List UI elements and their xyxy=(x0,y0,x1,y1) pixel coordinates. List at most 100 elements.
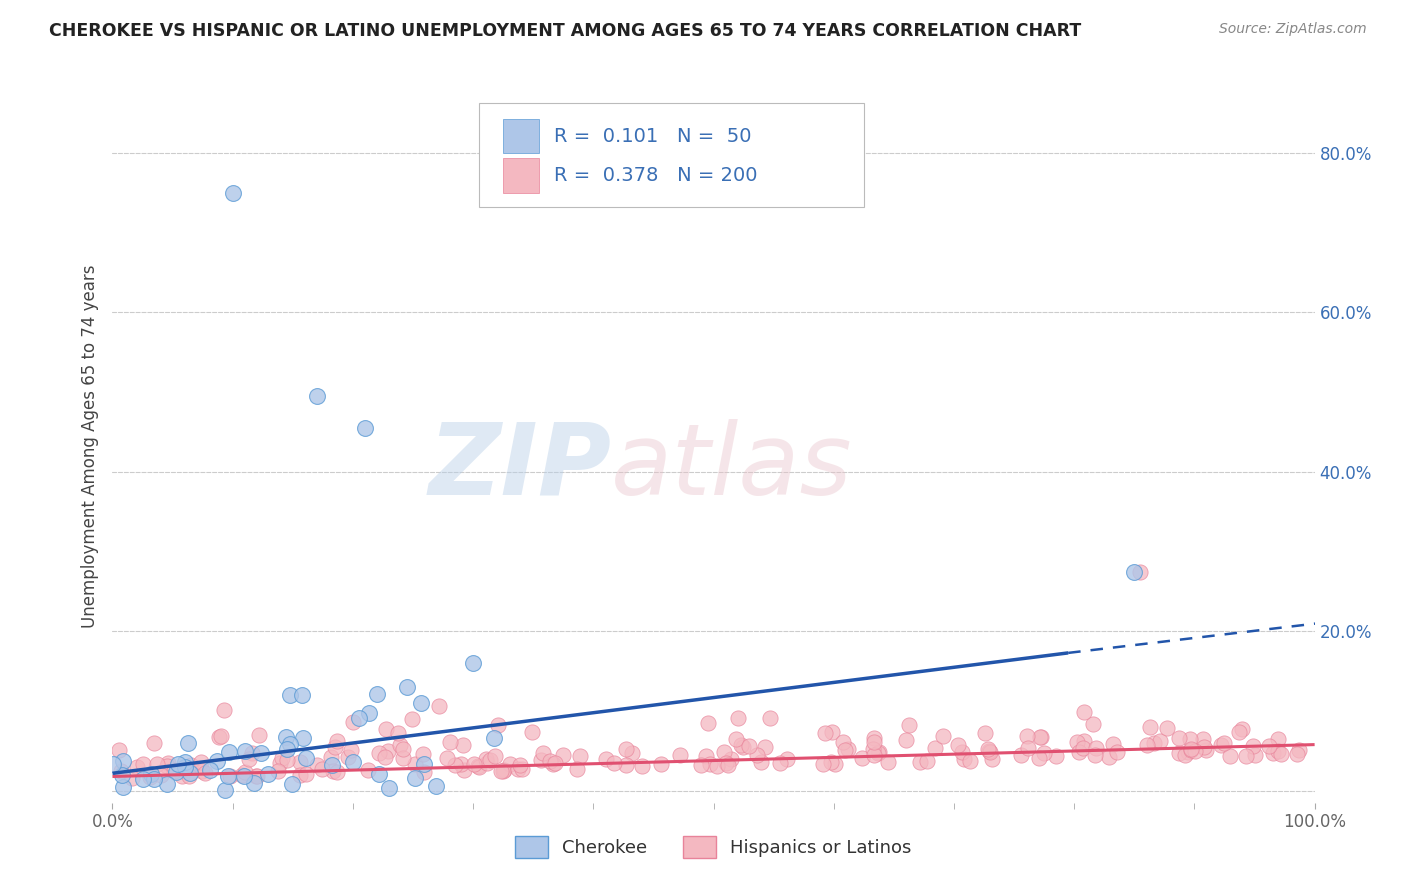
Point xyxy=(745,747,768,762)
Point xyxy=(531,746,554,760)
Point xyxy=(484,748,506,763)
Point xyxy=(758,711,780,725)
Point xyxy=(1241,739,1264,754)
Point xyxy=(166,757,188,772)
Point xyxy=(915,754,938,768)
Point xyxy=(150,768,173,782)
Point xyxy=(486,717,509,731)
Point xyxy=(977,742,1000,756)
Point xyxy=(377,744,399,758)
Point xyxy=(568,748,591,763)
Point xyxy=(404,771,426,785)
Point xyxy=(111,768,134,782)
Point xyxy=(257,766,280,780)
Point xyxy=(689,757,711,772)
Point xyxy=(250,746,273,760)
Point xyxy=(769,756,792,770)
Point xyxy=(1227,725,1250,739)
Point xyxy=(509,757,531,772)
Point xyxy=(319,749,342,764)
Point xyxy=(444,757,467,772)
Point xyxy=(720,752,742,766)
Point xyxy=(616,758,638,772)
Point xyxy=(322,764,344,778)
FancyBboxPatch shape xyxy=(503,159,540,193)
Point xyxy=(1178,732,1201,747)
Point xyxy=(108,743,131,757)
Point xyxy=(292,731,315,745)
Point xyxy=(877,756,900,770)
Point xyxy=(374,750,396,764)
Point xyxy=(281,776,304,790)
Point xyxy=(177,737,200,751)
Point xyxy=(630,758,652,772)
Point xyxy=(863,731,886,745)
Point xyxy=(1105,745,1128,759)
Point xyxy=(1286,747,1309,762)
Point xyxy=(342,715,364,730)
Point xyxy=(337,750,360,764)
Point xyxy=(1028,731,1050,745)
Point xyxy=(347,711,370,725)
Point xyxy=(512,762,534,776)
Point xyxy=(492,763,515,777)
Point xyxy=(551,748,574,763)
Point xyxy=(620,747,643,761)
Point xyxy=(276,730,298,744)
Point xyxy=(725,731,748,746)
Point xyxy=(180,758,202,772)
Point xyxy=(214,703,236,717)
Point xyxy=(567,762,589,776)
Point xyxy=(156,758,179,772)
Point xyxy=(219,769,242,783)
Point xyxy=(194,765,217,780)
Point xyxy=(412,747,434,761)
Point xyxy=(706,759,728,773)
Point xyxy=(696,715,718,730)
Point xyxy=(831,734,853,748)
Point xyxy=(222,186,245,200)
Point xyxy=(340,743,363,757)
Point xyxy=(820,755,842,769)
Point xyxy=(1219,749,1241,764)
Point xyxy=(375,722,398,736)
Point xyxy=(946,738,969,752)
Point xyxy=(453,764,475,778)
Point xyxy=(1230,722,1253,736)
Point xyxy=(1209,738,1232,752)
Point xyxy=(127,760,149,774)
Point xyxy=(1073,734,1095,748)
Point xyxy=(1263,746,1285,760)
Point xyxy=(1029,730,1052,744)
Point xyxy=(295,767,318,781)
Point xyxy=(1017,741,1039,756)
Point xyxy=(439,735,461,749)
Point xyxy=(112,754,135,768)
Point xyxy=(208,731,231,745)
Point xyxy=(366,687,388,701)
Point xyxy=(110,764,132,778)
Point xyxy=(354,421,377,435)
Point xyxy=(321,758,343,772)
Point xyxy=(1084,740,1107,755)
Point xyxy=(217,769,239,783)
Point xyxy=(467,760,489,774)
Point xyxy=(132,757,155,772)
Point xyxy=(754,739,776,754)
Point xyxy=(142,736,165,750)
Point xyxy=(1129,565,1152,579)
Point xyxy=(396,681,419,695)
Point xyxy=(209,729,232,743)
Point xyxy=(132,772,155,787)
Point xyxy=(530,753,553,767)
Point xyxy=(1071,741,1094,756)
Point xyxy=(614,742,637,756)
Point xyxy=(910,756,932,770)
Point xyxy=(730,739,752,753)
Point xyxy=(190,755,212,769)
Point xyxy=(323,739,346,754)
Point xyxy=(1067,745,1090,759)
Point xyxy=(1123,565,1146,579)
Point xyxy=(311,762,333,776)
Point xyxy=(461,657,484,671)
